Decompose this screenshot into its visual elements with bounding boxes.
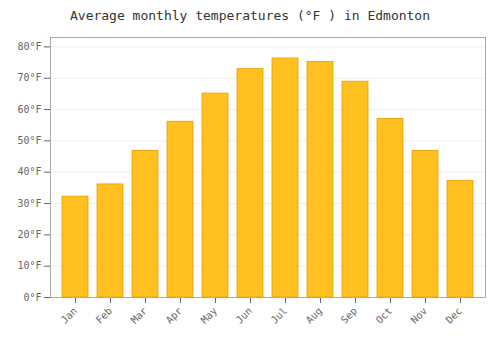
svg-text:80°F: 80°F	[17, 41, 41, 52]
html-text:Average monthly temperatures (: Average monthly temperatures (°F ) in Ed…	[70, 8, 430, 23]
svg-text:May: May	[199, 305, 220, 326]
svg-text:Jul: Jul	[269, 305, 290, 326]
svg-text:Mar: Mar	[129, 305, 150, 326]
svg-text:Apr: Apr	[164, 305, 185, 326]
svg-text:Nov: Nov	[409, 305, 430, 326]
svg-text:50°F: 50°F	[17, 135, 41, 146]
svg-text:Jun: Jun	[234, 305, 255, 326]
svg-text:0°F: 0°F	[23, 292, 41, 303]
svg-text:60°F: 60°F	[17, 104, 41, 115]
svg-text:Aug: Aug	[304, 305, 325, 326]
svg-text:10°F: 10°F	[17, 260, 41, 271]
svg-text:70°F: 70°F	[17, 72, 41, 83]
svg-text:40°F: 40°F	[17, 166, 41, 177]
svg-text:Feb: Feb	[94, 305, 115, 326]
svg-text:30°F: 30°F	[17, 198, 41, 209]
svg-text:20°F: 20°F	[17, 229, 41, 240]
svg-text:Oct: Oct	[374, 305, 395, 326]
svg-text:Sep: Sep	[339, 305, 360, 326]
svg-text:Dec: Dec	[444, 305, 465, 326]
svg-text:Jan: Jan	[59, 305, 80, 326]
